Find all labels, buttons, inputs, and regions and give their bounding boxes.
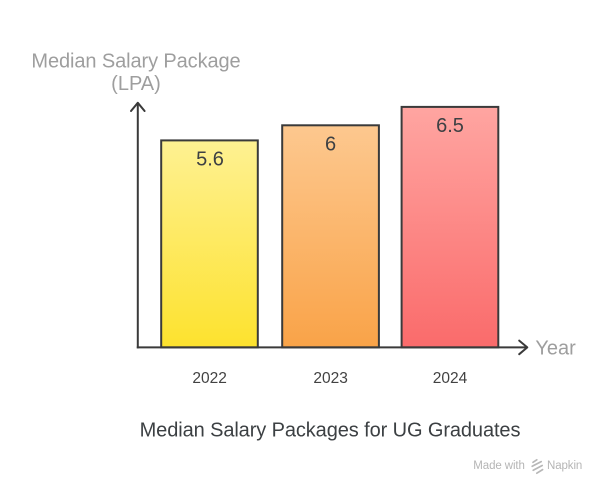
svg-text:Year: Year <box>535 338 576 360</box>
svg-text:6.5: 6.5 <box>436 115 464 137</box>
svg-text:Median Salary Package: Median Salary Package <box>31 51 240 73</box>
svg-text:Median Salary Packages for UG: Median Salary Packages for UG Graduates <box>140 420 521 442</box>
svg-text:Napkin: Napkin <box>547 460 582 472</box>
svg-text:(LPA): (LPA) <box>111 73 161 95</box>
svg-text:2022: 2022 <box>192 370 226 387</box>
svg-text:Made with: Made with <box>473 460 525 472</box>
svg-text:5.6: 5.6 <box>196 148 224 170</box>
svg-text:6: 6 <box>325 133 336 155</box>
svg-text:2023: 2023 <box>313 370 347 387</box>
svg-text:2024: 2024 <box>433 370 468 387</box>
